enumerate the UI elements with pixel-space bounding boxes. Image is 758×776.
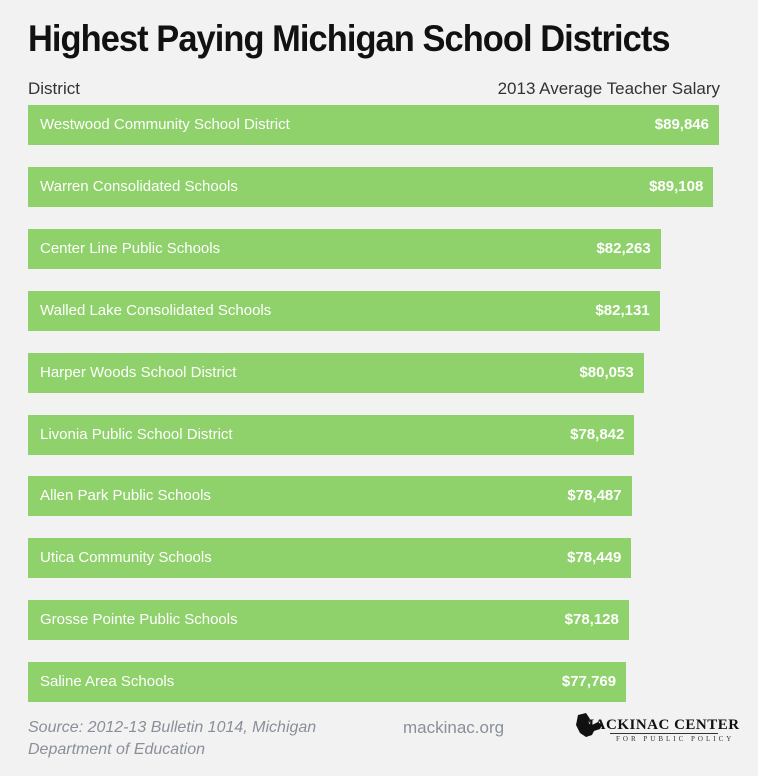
bar-category-label: Utica Community Schools (40, 549, 212, 567)
chart-title: Highest Paying Michigan School Districts (28, 18, 670, 59)
source-line-1: Source: 2012-13 Bulletin 1014, Michigan (28, 719, 317, 736)
bar: Center Line Public Schools $82,263 (28, 228, 661, 269)
logo-main-text: MACKINAC CENTER (580, 717, 740, 733)
bar: Westwood Community School District $89,84… (28, 105, 719, 145)
bar-value-label: $78,128 (564, 611, 619, 629)
bar: Warren Consolidated Schools $89,108 (28, 166, 714, 207)
logo-sub-text: FOR PUBLIC POLICY (616, 735, 735, 743)
value-header: 2013 Average Teacher Salary (497, 79, 720, 98)
bar-category-label: Allen Park Public Schools (40, 487, 211, 505)
bar-category-label: Livonia Public School District (40, 425, 233, 443)
bar-value-label: $78,842 (570, 425, 625, 443)
logo-rule (610, 733, 718, 734)
bar: Livonia Public School District $78,842 (28, 414, 635, 455)
bar-value-label: $82,131 (595, 301, 650, 319)
bar-category-label: Westwood Community School District (40, 116, 290, 133)
bar-value-label: $82,263 (596, 239, 651, 257)
bar-value-label: $89,846 (654, 116, 709, 133)
bar-value-label: $89,108 (649, 177, 704, 195)
bar-value-label: $78,487 (567, 487, 622, 505)
bar: Grosse Pointe Public Schools $78,128 (28, 600, 629, 641)
michigan-mitten-icon (576, 713, 602, 737)
bar-category-label: Saline Area Schools (40, 673, 175, 691)
bar: Harper Woods School District $80,053 (28, 352, 644, 393)
bar-value-label: $78,449 (567, 549, 622, 567)
bar-category-label: Walled Lake Consolidated Schools (40, 301, 272, 319)
bar-value-label: $77,769 (561, 673, 617, 691)
bar: Allen Park Public Schools $78,487 (28, 476, 632, 517)
source-line-2: Department of Education (28, 741, 205, 758)
bar-category-label: Harper Woods School District (40, 363, 237, 381)
bar: Walled Lake Consolidated Schools $82,131 (28, 290, 660, 331)
bar: Utica Community Schools $78,449 (28, 538, 632, 579)
bar-category-label: Warren Consolidated Schools (40, 177, 238, 195)
mackinac-logo: MACKINAC CENTER FOR PUBLIC POLICY (572, 713, 739, 747)
bar-category-label: Grosse Pointe Public Schools (40, 611, 238, 629)
bar: Saline Area Schools $77,769 (28, 662, 627, 703)
site-url: mackinac.org (403, 718, 505, 737)
category-header: District (28, 79, 80, 98)
bar-value-label: $80,053 (579, 363, 634, 381)
source-note: Source: 2012-13 Bulletin 1014, Michigan … (28, 717, 316, 761)
bar-category-label: Center Line Public Schools (40, 239, 221, 257)
